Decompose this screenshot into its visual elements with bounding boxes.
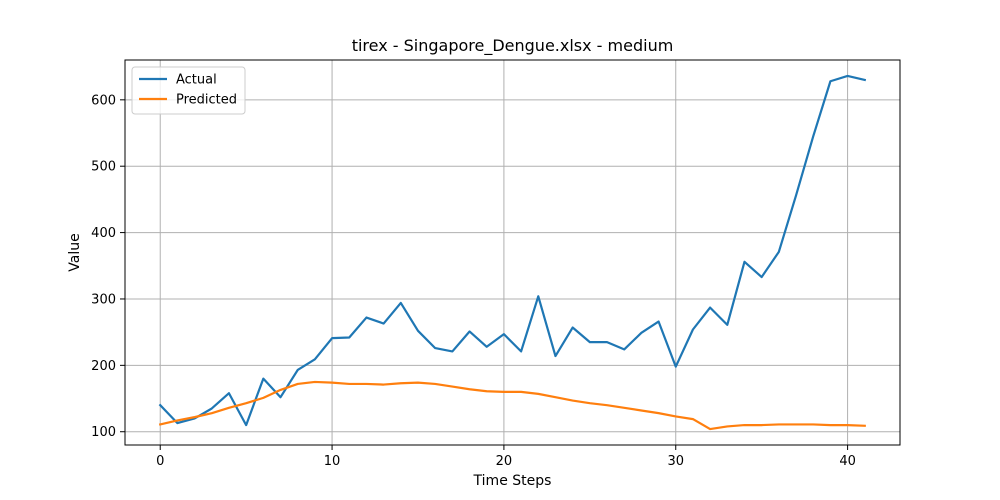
y-tick-label: 100 <box>91 425 116 440</box>
x-tick-label: 30 <box>667 454 684 469</box>
y-tick-label: 400 <box>91 226 116 241</box>
grid-lines <box>125 60 900 445</box>
legend-label-predicted: Predicted <box>176 93 237 108</box>
legend: Actual Predicted <box>131 66 246 115</box>
y-tick-label: 200 <box>91 359 116 374</box>
chart-title: tirex - Singapore_Dengue.xlsx - medium <box>352 36 674 56</box>
y-axis-ticks: 100 200 300 400 500 600 <box>91 93 125 440</box>
legend-label-actual: Actual <box>176 73 217 88</box>
series-line-predicted <box>158 380 866 431</box>
plot-frame <box>124 59 901 446</box>
x-axis-ticks: 0 10 20 30 40 <box>156 445 856 469</box>
x-axis-label: Time Steps <box>473 473 552 489</box>
series-line-actual <box>158 74 867 427</box>
y-axis-label: Value <box>67 233 83 271</box>
x-tick-label: 0 <box>156 454 164 469</box>
y-tick-label: 600 <box>91 93 116 108</box>
y-tick-label: 500 <box>91 160 116 175</box>
y-tick-label: 300 <box>91 292 116 307</box>
x-tick-label: 20 <box>496 454 513 469</box>
x-tick-label: 40 <box>839 454 856 469</box>
series-lines <box>158 74 867 431</box>
x-tick-label: 10 <box>324 454 341 469</box>
